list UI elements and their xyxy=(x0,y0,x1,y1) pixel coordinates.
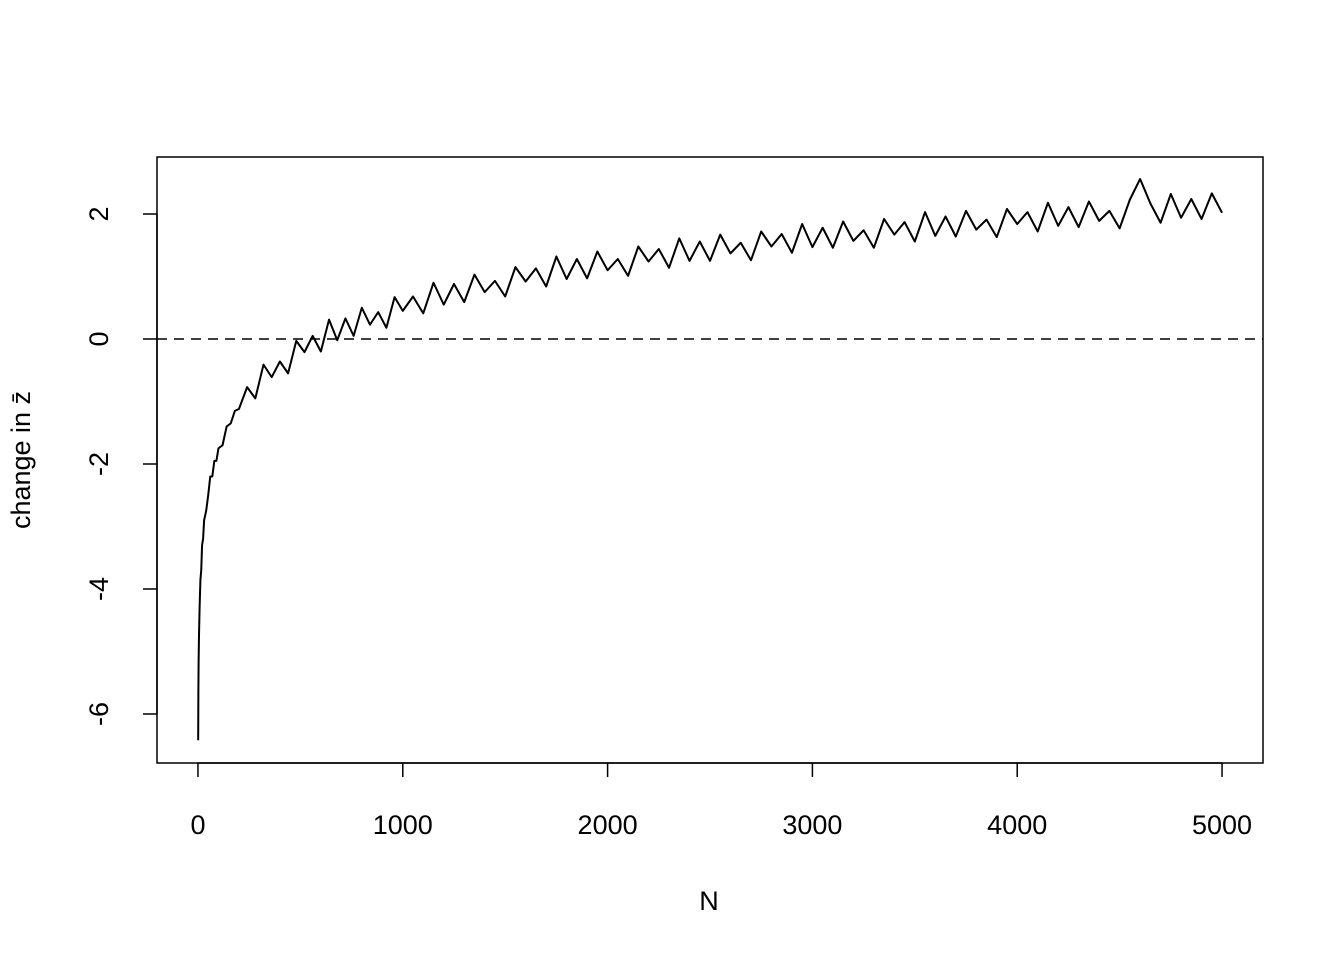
y-tick-label: 2 xyxy=(84,206,114,221)
x-tick-label: 5000 xyxy=(1192,810,1252,840)
x-tick-label: 2000 xyxy=(578,810,638,840)
y-tick-label: -4 xyxy=(84,577,114,601)
x-tick-label: 3000 xyxy=(782,810,842,840)
x-tick-label: 0 xyxy=(190,810,205,840)
plot-frame xyxy=(156,156,1264,764)
x-axis-label: N xyxy=(699,886,719,916)
x-tick-label: 4000 xyxy=(987,810,1047,840)
y-tick-label: -6 xyxy=(84,702,114,726)
data-line xyxy=(197,178,1223,741)
x-tick-label: 1000 xyxy=(373,810,433,840)
y-tick-label: 0 xyxy=(84,331,114,346)
y-axis-label: change in z̄ xyxy=(6,391,36,529)
y-tick-label: -2 xyxy=(84,452,114,476)
